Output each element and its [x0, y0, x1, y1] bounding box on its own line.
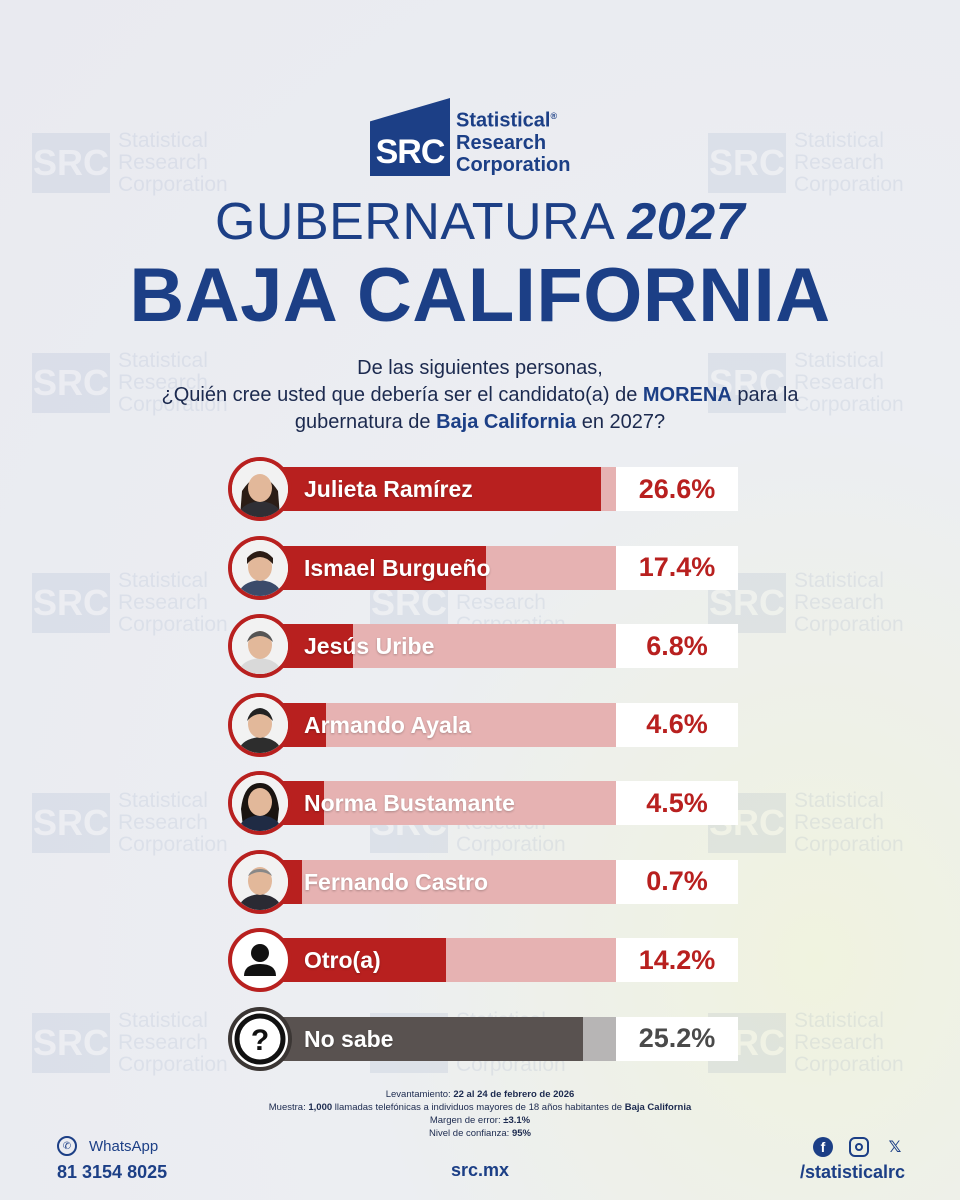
- social-links: f 𝕏 /statisticalrc: [800, 1136, 905, 1183]
- title-subheading: GUBERNATURA 2027: [0, 192, 960, 252]
- chart-row: Julieta Ramírez 26.6%: [228, 457, 738, 521]
- data-label: 26.6%: [616, 467, 738, 511]
- question-line-3c: en 2027?: [576, 411, 666, 433]
- data-label: 25.2%: [616, 1016, 738, 1061]
- candidate-photo: [228, 457, 292, 521]
- facebook-icon[interactable]: f: [813, 1137, 833, 1157]
- whatsapp-icon: ✆: [57, 1136, 77, 1156]
- website-link[interactable]: src.mx: [450, 1160, 510, 1180]
- logo-text: Statistical® Research Corporation: [456, 105, 570, 176]
- brand-logo: SRC Statistical® Research Corporation: [370, 98, 570, 176]
- social-handle[interactable]: /statisticalrc: [799, 1162, 905, 1182]
- chart-row: Fernando Castro 0.7%: [228, 849, 738, 914]
- question-line-2c: para la: [731, 384, 799, 406]
- whatsapp-contact[interactable]: ✆ WhatsApp 81 3154 8025: [57, 1136, 167, 1183]
- candidate-photo: [228, 535, 292, 600]
- bar: [268, 545, 486, 590]
- title-year: 2027: [627, 193, 746, 251]
- bar: [268, 938, 446, 982]
- candidate-name: No sabe: [304, 1025, 394, 1052]
- logo-line-2: Research: [456, 132, 547, 154]
- candidate-photo: [228, 771, 292, 835]
- data-label: 17.4%: [616, 545, 738, 590]
- chart-row: Jesús Uribe 6.8%: [228, 614, 738, 678]
- chart-row: Armando Ayala 4.6%: [228, 692, 738, 757]
- nivel-label: Nivel de confianza:: [429, 1128, 510, 1139]
- muestra-line: Muestra: 1,000 llamadas telefónicas a in…: [0, 1101, 960, 1114]
- chart-row: Ismael Burgueño 17.4%: [228, 535, 738, 600]
- levantamiento-line: Levantamiento: 22 al 24 de febrero de 20…: [0, 1088, 960, 1101]
- whatsapp-label: WhatsApp: [89, 1137, 159, 1155]
- whatsapp-number[interactable]: 81 3154 8025: [57, 1162, 168, 1182]
- margen-value: ±3.1%: [503, 1115, 531, 1126]
- logo-mark: SRC: [370, 98, 450, 176]
- bar-track: [268, 702, 643, 747]
- svg-text:?: ?: [251, 1024, 269, 1057]
- data-label: 0.7%: [616, 859, 738, 904]
- chart-row: Otro(a) 14.2%: [228, 928, 738, 992]
- x-icon[interactable]: 𝕏: [888, 1139, 902, 1156]
- candidate-name: Otro(a): [304, 947, 381, 973]
- levantamiento-value: 22 al 24 de febrero de 2026: [453, 1089, 575, 1100]
- muestra-value: 1,000: [308, 1102, 333, 1113]
- muestra-label: Muestra:: [268, 1102, 306, 1113]
- question-line-1: De las siguientes personas,: [357, 357, 603, 379]
- data-label: 14.2%: [616, 938, 738, 982]
- question-party: MORENA: [642, 384, 732, 406]
- title-prefix: GUBERNATURA: [214, 193, 613, 251]
- data-label: 4.6%: [616, 702, 738, 747]
- chart-row: Norma Bustamante 4.5%: [228, 771, 738, 835]
- logo-line-1: Statistical: [456, 110, 551, 132]
- survey-question: De las siguientes personas, ¿Quién cree …: [100, 355, 860, 436]
- candidate-name: Julieta Ramírez: [304, 476, 473, 502]
- logo-letters: SRC: [375, 133, 446, 171]
- candidate-name: Ismael Burgueño: [304, 554, 491, 581]
- candidate-name: Fernando Castro: [304, 868, 489, 895]
- margen-line: Margen de error: ±3.1%: [0, 1114, 960, 1127]
- question-state: Baja California: [436, 411, 577, 433]
- levantamiento-label: Levantamiento:: [385, 1089, 451, 1100]
- candidate-name: Norma Bustamante: [304, 790, 515, 816]
- page-title: BAJA CALIFORNIA: [129, 253, 831, 338]
- question-line-2a: ¿Quién cree usted que debería ser el can…: [161, 384, 643, 406]
- data-label: 4.5%: [616, 781, 738, 825]
- bar: [268, 1016, 583, 1061]
- bar: [268, 467, 601, 511]
- nivel-line: Nivel de confianza: 95%: [0, 1127, 960, 1140]
- nivel-value: 95%: [511, 1128, 531, 1139]
- candidate-photo: [228, 849, 292, 914]
- instagram-icon[interactable]: [849, 1137, 869, 1157]
- margen-label: Margen de error:: [429, 1115, 501, 1126]
- data-label: 6.8%: [616, 624, 738, 668]
- logo-line-3: Corporation: [456, 154, 571, 176]
- question-mark-icon: ?: [228, 1006, 292, 1071]
- candidate-photo: [228, 614, 292, 678]
- methodology-note: Levantamiento: 22 al 24 de febrero de 20…: [0, 1088, 960, 1140]
- bar-track: [268, 859, 643, 904]
- candidate-name: Armando Ayala: [304, 711, 472, 738]
- user-silhouette-icon: [228, 928, 292, 992]
- bar-track: [268, 781, 643, 825]
- muestra-place: Baja California: [624, 1102, 692, 1113]
- registered-mark: ®: [550, 111, 558, 122]
- question-line-3a: gubernatura de: [294, 411, 437, 433]
- candidate-photo: [228, 692, 292, 757]
- chart-row: No sabe 25.2%?: [228, 1006, 738, 1071]
- candidate-name: Jesús Uribe: [304, 633, 435, 659]
- muestra-text: llamadas telefónicas a individuos mayore…: [334, 1102, 623, 1113]
